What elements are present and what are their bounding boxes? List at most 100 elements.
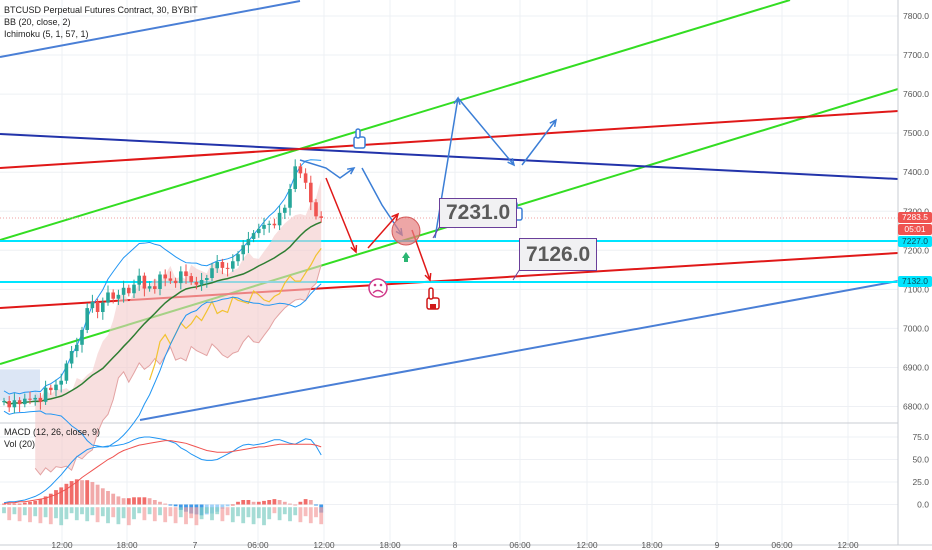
signal-line xyxy=(3,440,322,505)
blue-arrow-down[interactable] xyxy=(457,97,515,166)
candle-body[interactable] xyxy=(59,380,63,385)
ichimoku-legend[interactable]: Ichimoku (5, 1, 57, 1) xyxy=(4,29,89,39)
candle-body[interactable] xyxy=(75,344,79,352)
candle-body[interactable] xyxy=(111,292,115,299)
candle-body[interactable] xyxy=(205,278,209,280)
histogram-bar xyxy=(43,496,48,505)
bb-legend[interactable]: BB (20, close, 2) xyxy=(4,17,71,27)
candle-body[interactable] xyxy=(267,223,271,225)
candle-body[interactable] xyxy=(179,271,183,284)
candle-body[interactable] xyxy=(314,202,318,217)
candle-body[interactable] xyxy=(101,302,105,312)
candle-body[interactable] xyxy=(231,261,235,269)
candle-body[interactable] xyxy=(2,401,6,403)
blue-arrow-up[interactable] xyxy=(434,97,459,239)
candle-body[interactable] xyxy=(257,228,261,234)
steel-trend-line-upper[interactable] xyxy=(0,0,301,58)
time-tick-label: 18:00 xyxy=(379,540,401,550)
red-resistance-line[interactable] xyxy=(0,110,899,169)
candle-body[interactable] xyxy=(163,274,167,279)
candle-body[interactable] xyxy=(90,301,95,309)
candle-body[interactable] xyxy=(137,275,141,285)
blue-arrow-1[interactable] xyxy=(299,159,355,179)
price-axis-bg xyxy=(898,0,932,550)
candle-body[interactable] xyxy=(288,188,292,208)
candle-body[interactable] xyxy=(106,292,110,303)
macd-title[interactable]: MACD (12, 26, close, 9) xyxy=(4,427,101,437)
candle-body[interactable] xyxy=(49,387,53,391)
candle-body[interactable] xyxy=(246,238,251,246)
candle-body[interactable] xyxy=(95,301,100,312)
candle-body[interactable] xyxy=(309,182,313,203)
candle-body[interactable] xyxy=(272,223,277,226)
candle-body[interactable] xyxy=(184,271,188,277)
candle-body[interactable] xyxy=(116,294,121,299)
candle-body[interactable] xyxy=(277,212,282,226)
candle-body[interactable] xyxy=(132,284,136,294)
candle-body[interactable] xyxy=(12,400,17,408)
candle-body[interactable] xyxy=(262,224,266,229)
volume-bar xyxy=(54,507,58,519)
macd-tick-label: 25.0 xyxy=(912,477,929,487)
candle-body[interactable] xyxy=(215,262,219,269)
candle-body[interactable] xyxy=(64,363,69,381)
target-low-callout[interactable]: 7126.0 xyxy=(519,238,598,271)
candle-body[interactable] xyxy=(173,280,178,284)
candle-body[interactable] xyxy=(298,166,303,174)
candle-body[interactable] xyxy=(54,384,58,391)
macd-pane xyxy=(2,436,324,526)
candle-body[interactable] xyxy=(220,262,225,268)
candle-body[interactable] xyxy=(7,401,11,408)
target-high-callout[interactable]: 7231.0 xyxy=(439,198,518,228)
candle-body[interactable] xyxy=(210,268,214,279)
candle-body[interactable] xyxy=(293,166,297,189)
candle-body[interactable] xyxy=(168,278,173,281)
candle-body[interactable] xyxy=(251,233,256,239)
candle-body[interactable] xyxy=(319,216,323,218)
candle-body[interactable] xyxy=(121,287,126,295)
price-tick-label: 7500.0 xyxy=(903,128,929,138)
candle-body[interactable] xyxy=(43,387,48,402)
candle-body[interactable] xyxy=(80,329,84,345)
candle-body[interactable] xyxy=(194,281,199,285)
volume-bar xyxy=(210,507,214,521)
candle-body[interactable] xyxy=(158,274,162,289)
steel-trend-line-lower[interactable] xyxy=(139,280,899,421)
candle-body[interactable] xyxy=(23,398,27,405)
candle-body[interactable] xyxy=(127,287,131,294)
vol-title[interactable]: Vol (20) xyxy=(4,439,36,449)
red-arrow-2[interactable] xyxy=(367,213,399,249)
volume-bar xyxy=(17,507,22,522)
blue-arrow-1-head xyxy=(346,166,356,175)
candle-body[interactable] xyxy=(241,245,245,255)
symbol-title[interactable]: BTCUSD Perpetual Futures Contract, 30, B… xyxy=(4,5,198,15)
highlight-circle[interactable] xyxy=(391,216,421,246)
candle-body[interactable] xyxy=(303,173,308,183)
histogram-bar xyxy=(33,500,38,505)
histogram-bar xyxy=(293,504,298,506)
green-channel-upper[interactable] xyxy=(0,0,791,241)
candle-body[interactable] xyxy=(147,286,152,289)
candle-body[interactable] xyxy=(153,286,157,289)
candle-body[interactable] xyxy=(69,351,74,364)
histogram-bar xyxy=(277,500,282,505)
red-arrow-1[interactable] xyxy=(325,177,357,253)
candle-body[interactable] xyxy=(33,397,37,400)
histogram-bar xyxy=(147,498,152,505)
candle-body[interactable] xyxy=(236,254,240,262)
candle-body[interactable] xyxy=(17,400,22,405)
candle-body[interactable] xyxy=(85,308,89,330)
candle-body[interactable] xyxy=(283,207,287,213)
volume-bar xyxy=(152,507,157,522)
volume-bar xyxy=(298,507,303,523)
sad-face-outline xyxy=(368,278,388,298)
volume-bar xyxy=(241,507,246,524)
candle-body[interactable] xyxy=(142,275,147,289)
candle-body[interactable] xyxy=(189,276,193,282)
candle-body[interactable] xyxy=(28,398,32,400)
candle-body[interactable] xyxy=(38,397,43,402)
blue-arrow-3[interactable] xyxy=(521,119,557,166)
candle-body[interactable] xyxy=(225,267,230,269)
candle-body[interactable] xyxy=(199,279,204,285)
